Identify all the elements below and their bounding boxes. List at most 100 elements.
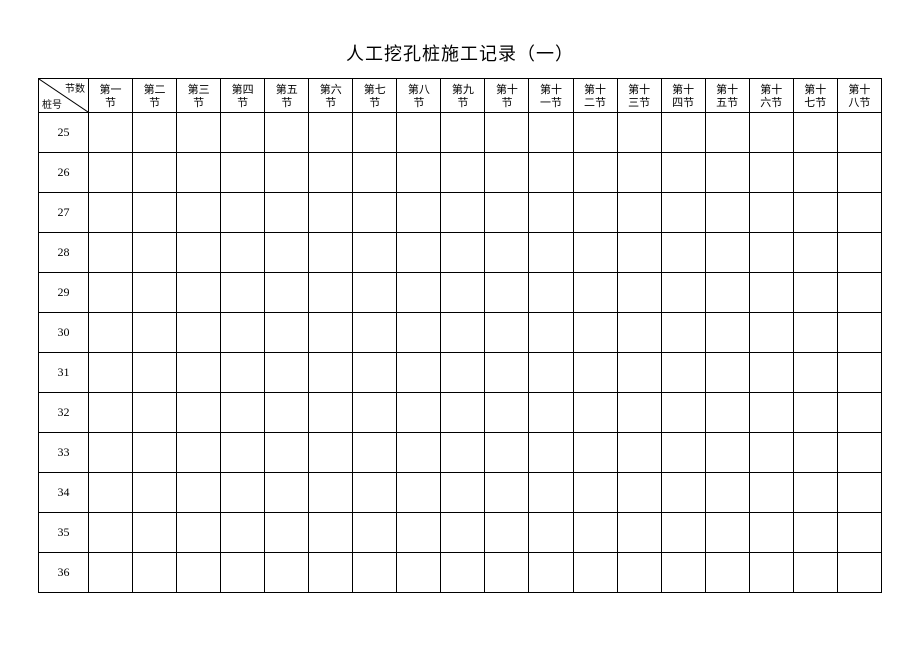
data-cell [837, 393, 881, 433]
data-cell [485, 433, 529, 473]
data-cell [793, 353, 837, 393]
data-cell [441, 473, 485, 513]
data-cell [837, 473, 881, 513]
table-row: 26 [39, 153, 882, 193]
data-cell [661, 153, 705, 193]
data-cell [397, 153, 441, 193]
data-cell [89, 313, 133, 353]
column-header: 第十三节 [617, 79, 661, 113]
row-label: 35 [39, 513, 89, 553]
data-cell [661, 313, 705, 353]
data-cell [353, 473, 397, 513]
table-body: 252627282930313233343536 [39, 113, 882, 593]
data-cell [397, 273, 441, 313]
row-label: 31 [39, 353, 89, 393]
data-cell [133, 193, 177, 233]
data-cell [353, 353, 397, 393]
column-header-line1: 第六 [320, 84, 342, 96]
data-cell [705, 193, 749, 233]
column-header-label: 第十三节 [618, 82, 661, 109]
data-cell [749, 433, 793, 473]
data-cell [309, 193, 353, 233]
data-cell [573, 153, 617, 193]
column-header-line1: 第十 [672, 84, 694, 96]
data-cell [529, 153, 573, 193]
data-cell [177, 313, 221, 353]
data-cell [397, 513, 441, 553]
column-header: 第十八节 [837, 79, 881, 113]
column-header-line1: 第五 [276, 84, 298, 96]
data-cell [485, 473, 529, 513]
data-cell [133, 513, 177, 553]
data-cell [837, 113, 881, 153]
data-cell [573, 273, 617, 313]
row-label: 34 [39, 473, 89, 513]
data-cell [529, 433, 573, 473]
data-cell [397, 233, 441, 273]
data-cell [485, 513, 529, 553]
column-header-line2: 节 [281, 97, 292, 109]
corner-cell: 节数 桩号 [39, 79, 89, 113]
data-cell [441, 513, 485, 553]
column-header-line1: 第十 [848, 84, 870, 96]
data-cell [89, 273, 133, 313]
data-cell [661, 353, 705, 393]
table-row: 28 [39, 233, 882, 273]
data-cell [617, 513, 661, 553]
data-cell [89, 353, 133, 393]
data-cell [573, 313, 617, 353]
data-cell [353, 193, 397, 233]
column-header-label: 第十五节 [706, 82, 749, 109]
document-title: 人工挖孔桩施工记录（一） [38, 40, 882, 66]
data-cell [749, 273, 793, 313]
data-cell [89, 233, 133, 273]
data-cell [485, 153, 529, 193]
data-cell [397, 433, 441, 473]
data-cell [705, 393, 749, 433]
data-cell [177, 553, 221, 593]
data-cell [133, 553, 177, 593]
row-label: 29 [39, 273, 89, 313]
data-cell [441, 393, 485, 433]
data-cell [749, 353, 793, 393]
table-row: 30 [39, 313, 882, 353]
column-header: 第五节 [265, 79, 309, 113]
data-cell [661, 233, 705, 273]
data-cell [529, 353, 573, 393]
column-header-label: 第十二节 [574, 82, 617, 109]
data-cell [617, 313, 661, 353]
data-cell [265, 433, 309, 473]
data-cell [441, 113, 485, 153]
data-cell [661, 113, 705, 153]
column-header-label: 第七节 [353, 82, 396, 109]
row-label: 27 [39, 193, 89, 233]
column-header-line2: 节 [237, 97, 248, 109]
data-cell [793, 153, 837, 193]
data-cell [265, 353, 309, 393]
data-cell [573, 513, 617, 553]
column-header: 第八节 [397, 79, 441, 113]
data-cell [617, 433, 661, 473]
data-cell [265, 113, 309, 153]
column-header: 第二节 [133, 79, 177, 113]
row-label: 33 [39, 433, 89, 473]
column-header: 第十五节 [705, 79, 749, 113]
data-cell [133, 433, 177, 473]
data-cell [617, 353, 661, 393]
data-cell [573, 233, 617, 273]
data-cell [573, 433, 617, 473]
data-cell [133, 233, 177, 273]
table-row: 32 [39, 393, 882, 433]
data-cell [265, 473, 309, 513]
data-cell [177, 473, 221, 513]
column-header-line1: 第十 [628, 84, 650, 96]
data-cell [529, 393, 573, 433]
column-header-line1: 第九 [452, 84, 474, 96]
data-cell [309, 113, 353, 153]
column-header-label: 第五节 [265, 82, 308, 109]
data-cell [353, 233, 397, 273]
data-cell [309, 353, 353, 393]
data-cell [221, 113, 265, 153]
data-cell [485, 553, 529, 593]
data-cell [221, 353, 265, 393]
